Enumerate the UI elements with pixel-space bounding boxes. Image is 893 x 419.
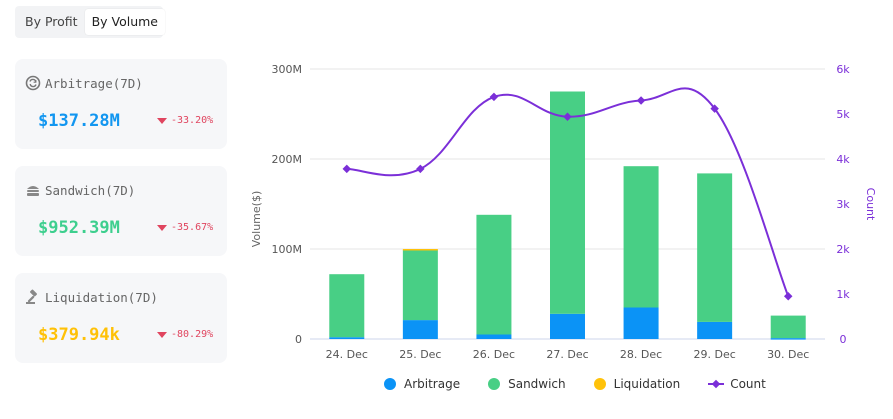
- chart-legend: Arbitrage Sandwich Liquidation Count: [384, 377, 794, 391]
- bar-sandwich: [550, 91, 585, 314]
- sandwich-card: Sandwich(7D) $952.39M -35.67%: [15, 166, 227, 256]
- bar-arbitrage: [623, 307, 659, 339]
- y-right-tick-label: 2k: [836, 243, 850, 256]
- y-right-tick-label: 4k: [836, 153, 850, 166]
- count-line: [342, 87, 793, 301]
- count-point: [710, 104, 719, 113]
- x-tick-label: 24. Dec: [326, 348, 368, 361]
- bar-arbitrage: [402, 320, 438, 339]
- x-tick-label: 25. Dec: [399, 348, 441, 361]
- y-tick-label: 100M: [272, 243, 303, 256]
- arbitrage-change-text: -33.20%: [171, 115, 214, 126]
- arbitrage-card-change: -33.20%: [157, 115, 213, 126]
- bar-liquidation: [402, 249, 438, 251]
- liquidation-card-title: Liquidation(7D): [45, 289, 158, 305]
- by-volume-tab[interactable]: By Volume: [84, 9, 165, 35]
- bar-sandwich: [770, 315, 806, 339]
- y-right-tick-label: 1k: [836, 288, 850, 301]
- bar-arbitrage: [329, 337, 365, 339]
- liquidation-card: Liquidation(7D) $379.94k -80.29%: [15, 273, 227, 363]
- y-right-tick-label: 6k: [836, 63, 850, 76]
- legend-arbitrage-label: Arbitrage: [404, 377, 461, 391]
- sandwich-icon: [27, 186, 39, 196]
- sandwich-change-text: -35.67%: [171, 222, 214, 233]
- bar-sandwich: [476, 214, 512, 335]
- legend-arbitrage-marker: [384, 378, 396, 390]
- bar-sandwich: [329, 274, 365, 338]
- bar-arbitrage: [697, 321, 733, 339]
- x-tick-label: 27. Dec: [546, 348, 588, 361]
- count-point: [342, 164, 352, 174]
- legend-count-label: Count: [730, 377, 766, 391]
- legend-liquidation-label: Liquidation: [613, 377, 681, 391]
- count-point: [783, 292, 793, 301]
- bar-arbitrage: [770, 338, 806, 340]
- legend-count-marker: [708, 378, 725, 390]
- arbitrage-card: Arbitrage(7D) $137.28M -33.20%: [15, 59, 227, 149]
- legend-count[interactable]: Count: [708, 377, 766, 391]
- sandwich-card-change: -35.67%: [157, 222, 213, 233]
- x-tick-label: 28. Dec: [620, 348, 662, 361]
- y-tick-label: 300M: [272, 63, 303, 76]
- by-profit-tab[interactable]: By Profit: [25, 14, 78, 29]
- axis-ticks: 0 100M 200M 300M 0 1k 2k 3k 4k 5k 6k 24. Dec 25. Dec…: [272, 63, 851, 361]
- count-line-path: [346, 87, 790, 297]
- bar-arbitrage: [550, 313, 585, 339]
- legend-arbitrage[interactable]: Arbitrage: [384, 377, 460, 391]
- count-point: [636, 96, 646, 105]
- bar-sandwich: [623, 166, 659, 308]
- x-tick-label: 30. Dec: [767, 348, 809, 361]
- sandwich-card-title: Sandwich(7D): [45, 182, 136, 198]
- arbitrage-icon: [25, 75, 41, 91]
- y-axis-right-title: Count: [864, 188, 877, 221]
- arbitrage-card-value: $137.28M: [38, 111, 120, 131]
- bar-sandwich: [402, 249, 438, 321]
- x-tick-label: 26. Dec: [473, 348, 515, 361]
- view-toggle: By Profit By Volume: [15, 6, 165, 38]
- legend-liquidation[interactable]: Liquidation: [593, 377, 681, 391]
- sandwich-card-value: $952.39M: [38, 218, 120, 238]
- arbitrage-card-title: Arbitrage(7D): [45, 75, 143, 91]
- liquidation-change-text: -80.29%: [171, 329, 214, 340]
- x-tick-label: 29. Dec: [694, 348, 736, 361]
- legend-sandwich-label: Sandwich: [508, 377, 566, 391]
- liquidation-card-change: -80.29%: [157, 329, 213, 340]
- legend-sandwich[interactable]: Sandwich: [488, 377, 566, 391]
- legend-sandwich-marker: [488, 378, 501, 390]
- bars: [329, 91, 806, 340]
- liquidation-card-value: $379.94k: [38, 325, 120, 345]
- count-point: [489, 92, 499, 102]
- gavel-icon: [26, 289, 37, 304]
- down-arrow-icon: [157, 117, 167, 124]
- y-tick-label: 200M: [272, 153, 303, 166]
- bar-sandwich: [697, 173, 733, 322]
- y-right-tick-label: 3k: [836, 198, 850, 211]
- y-tick-label: 0: [295, 333, 302, 346]
- y-axis-title: Volume($): [250, 191, 263, 248]
- count-point: [416, 164, 425, 174]
- legend-liquidation-marker: [593, 378, 606, 390]
- bar-arbitrage: [476, 334, 512, 339]
- y-right-tick-label: 0: [840, 333, 847, 346]
- down-arrow-icon: [157, 331, 167, 338]
- volume-chart: 0 100M 200M 300M 0 1k 2k 3k 4k 5k 6k 24. Dec 25. Dec…: [250, 63, 877, 361]
- y-right-tick-label: 5k: [836, 108, 850, 121]
- down-arrow-icon: [157, 224, 167, 231]
